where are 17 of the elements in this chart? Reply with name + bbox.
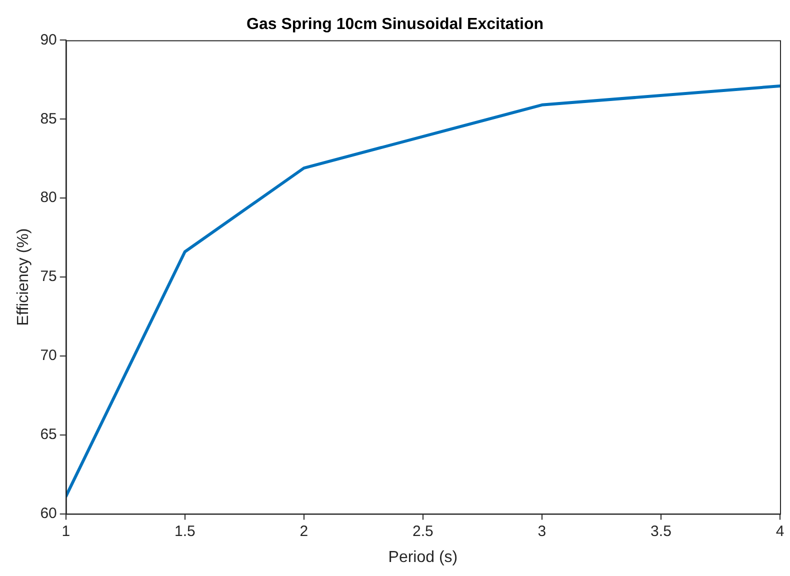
x-axis-title: Period (s): [388, 548, 458, 566]
x-tick-label: 1.5: [174, 522, 196, 540]
chart-title: Gas Spring 10cm Sinusoidal Excitation: [246, 16, 544, 34]
x-tick-label: 3: [538, 522, 546, 540]
y-tick-label: 80: [40, 189, 57, 206]
x-tick-label: 2: [300, 522, 308, 540]
x-tick-label: 2.5: [412, 522, 434, 540]
x-tick-label: 1: [62, 522, 70, 540]
x-tick-label: 3.5: [650, 522, 672, 540]
y-tick-label: 60: [40, 504, 57, 522]
y-axis-title: Efficiency (%): [15, 228, 32, 326]
y-tick-label: 70: [40, 347, 57, 364]
y-tick-label: 90: [40, 31, 57, 48]
y-tick-label: 75: [40, 268, 57, 286]
x-tick-label: 4: [776, 522, 784, 540]
y-tick-label: 65: [40, 426, 57, 444]
y-tick-label: 85: [40, 110, 57, 128]
